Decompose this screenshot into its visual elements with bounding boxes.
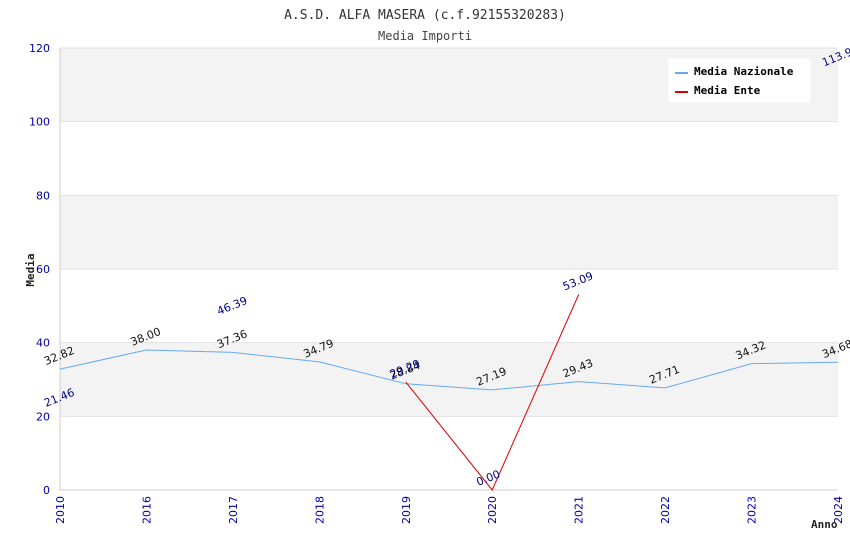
y-tick-label: 80 xyxy=(36,189,50,202)
axes xyxy=(59,48,838,491)
x-axis-ticks: 2010 2016 2017 2018 2019 2020 2021 2022 2023 2024 xyxy=(54,496,845,524)
x-tick-label: 2017 xyxy=(227,496,240,524)
x-tick-label: 2021 xyxy=(573,496,586,524)
x-tick-label: 2022 xyxy=(659,496,672,524)
x-tick-label: 2020 xyxy=(486,496,499,524)
x-axis-title: Anno xyxy=(811,518,838,531)
series-line-0 xyxy=(59,349,839,391)
chart-title: A.S.D. ALFA MASERA (c.f.92155320283) xyxy=(284,8,566,23)
series-lines xyxy=(59,294,839,491)
grid-band-0 xyxy=(60,416,838,490)
legend-label-media-nazionale: Media Nazionale xyxy=(694,65,794,78)
legend: Media Nazionale Media Ente xyxy=(668,58,811,103)
legend-label-media-ente: Media Ente xyxy=(694,84,761,97)
y-tick-label: 60 xyxy=(36,263,50,276)
x-tick-label: 2018 xyxy=(313,496,326,524)
legend-box xyxy=(668,58,811,103)
x-tick-label: 2010 xyxy=(54,496,67,524)
y-tick-label: 20 xyxy=(36,410,50,423)
grid-band-2 xyxy=(60,269,838,343)
x-tick-label: 2024 xyxy=(832,496,845,524)
grid-bands xyxy=(60,47,838,491)
y-tick-label: 120 xyxy=(29,42,50,55)
y-tick-label: 100 xyxy=(29,116,50,129)
grid-band-4 xyxy=(60,121,838,196)
chart-subtitle: Media Importi xyxy=(378,29,472,43)
y-tick-label: 0 xyxy=(43,484,50,497)
x-tick-label: 2023 xyxy=(746,496,759,524)
grid-band-1 xyxy=(60,342,838,417)
y-axis-ticks: 0 20 40 60 80 100 120 xyxy=(29,42,50,497)
y-axis-title: Media xyxy=(24,253,37,286)
x-tick-label: 2016 xyxy=(140,496,153,524)
x-tick-label: 2019 xyxy=(400,496,413,524)
grid-band-3 xyxy=(60,195,838,269)
series-line-1 xyxy=(405,294,580,491)
y-tick-label: 40 xyxy=(36,337,50,350)
